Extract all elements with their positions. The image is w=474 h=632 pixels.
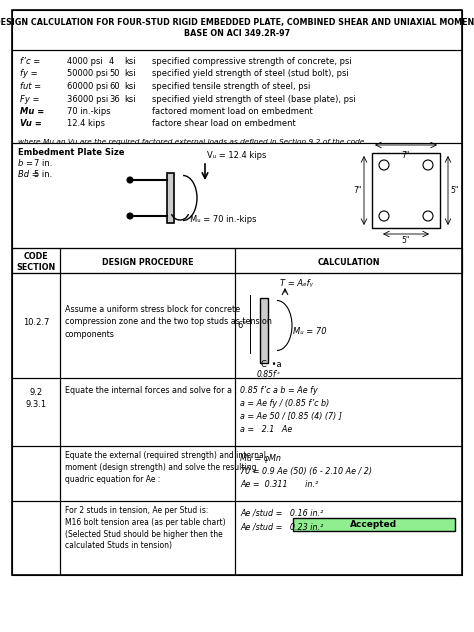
Text: where Mu an Vu are the required factored external loads as defined in Section 9.: where Mu an Vu are the required factored… [18, 139, 364, 145]
Text: 50000 psi: 50000 psi [67, 70, 108, 78]
Circle shape [379, 211, 389, 221]
Circle shape [423, 160, 433, 170]
Text: Mᵤ = 70: Mᵤ = 70 [293, 327, 327, 336]
Text: Equate the internal forces and solve for a :: Equate the internal forces and solve for… [65, 386, 237, 395]
Text: 36000 psi: 36000 psi [67, 95, 108, 104]
Text: For 2 studs in tension, Ae per Stud is:
M16 bolt tension area (as per table char: For 2 studs in tension, Ae per Stud is: … [65, 506, 226, 550]
Text: DESIGN PROCEDURE: DESIGN PROCEDURE [102, 258, 193, 267]
Text: specified yield strength of steel (base plate), psi: specified yield strength of steel (base … [152, 95, 356, 104]
Bar [60, 273, 235, 378]
Text: 5": 5" [402, 236, 410, 245]
Text: ksi: ksi [124, 57, 136, 66]
Bar [167, 173, 174, 223]
Bar [12, 273, 60, 378]
Bar [60, 501, 235, 575]
Text: Mu = φMn: Mu = φMn [240, 454, 281, 463]
Text: 10.2.7: 10.2.7 [23, 318, 49, 327]
Text: fy =: fy = [20, 70, 37, 78]
Text: Mu =: Mu = [20, 107, 44, 116]
Text: BASE ON ACI 349.2R-97: BASE ON ACI 349.2R-97 [184, 29, 290, 38]
Text: Mᵤ = 70 in.-kips: Mᵤ = 70 in.-kips [190, 215, 256, 224]
Text: specified yield strength of steel (stud bolt), psi: specified yield strength of steel (stud … [152, 70, 349, 78]
Text: 4: 4 [109, 57, 114, 66]
Text: 5 in.: 5 in. [34, 170, 52, 179]
Text: DESIGN CALCULATION FOR FOUR-STUD RIGID EMBEDDED PLATE, COMBINED SHEAR AND UNIAXI: DESIGN CALCULATION FOR FOUR-STUD RIGID E… [0, 18, 474, 27]
Text: 9.3.1: 9.3.1 [26, 400, 46, 409]
Text: Vu =: Vu = [20, 119, 42, 128]
Text: ksi: ksi [124, 95, 136, 104]
Bar [12, 501, 60, 575]
Text: f’c =: f’c = [20, 57, 40, 66]
Bar [235, 248, 462, 273]
Text: CALCULATION: CALCULATION [317, 258, 380, 267]
Text: 9.2: 9.2 [29, 388, 43, 397]
Text: Ae /stud =   0.23 in.²: Ae /stud = 0.23 in.² [240, 522, 323, 531]
Text: Ae =  0.311       in.²: Ae = 0.311 in.² [240, 480, 318, 489]
Bar [12, 143, 462, 248]
Bar [260, 298, 268, 363]
Bar [235, 446, 462, 501]
Bar [12, 10, 462, 50]
Bar [60, 248, 235, 273]
Circle shape [127, 213, 133, 219]
Text: ksi: ksi [124, 82, 136, 91]
Text: 4000 psi: 4000 psi [67, 57, 103, 66]
Circle shape [127, 177, 133, 183]
Text: •a: •a [269, 360, 282, 369]
Bar [12, 50, 462, 143]
Text: specified compressive strength of concrete, psi: specified compressive strength of concre… [152, 57, 352, 66]
Text: 5": 5" [450, 186, 458, 195]
Bar [60, 446, 235, 501]
Text: 70 = 0.9 Ae (50) (6 - 2.10 Ae / 2): 70 = 0.9 Ae (50) (6 - 2.10 Ae / 2) [240, 467, 372, 476]
Text: 7": 7" [402, 151, 410, 160]
Text: Ae /stud =   0.16 in.²: Ae /stud = 0.16 in.² [240, 509, 323, 518]
Bar [235, 378, 462, 446]
Text: 36: 36 [109, 95, 120, 104]
Text: a = Ae fy / (0.85 f’c b): a = Ae fy / (0.85 f’c b) [240, 399, 329, 408]
Text: 0.85 f’c a b = Ae fy: 0.85 f’c a b = Ae fy [240, 386, 318, 395]
Circle shape [379, 160, 389, 170]
Text: 50: 50 [109, 70, 119, 78]
Text: 7 in.: 7 in. [34, 159, 52, 168]
Bar [12, 248, 462, 273]
Text: a = Ae 50 / [0.85 (4) (7) ]: a = Ae 50 / [0.85 (4) (7) ] [240, 412, 342, 421]
Text: CODE
SECTION: CODE SECTION [17, 252, 55, 272]
Text: Accepted: Accepted [350, 520, 398, 529]
Text: factore shear load on embedment: factore shear load on embedment [152, 119, 296, 128]
Text: b =: b = [18, 159, 33, 168]
Bar [12, 446, 60, 501]
Text: T = Aₑfᵧ: T = Aₑfᵧ [280, 279, 313, 288]
Bar [372, 153, 440, 228]
Text: 7": 7" [354, 186, 362, 195]
Text: 12.4 kips: 12.4 kips [67, 119, 105, 128]
Text: specified tensile strength of steel, psi: specified tensile strength of steel, psi [152, 82, 310, 91]
Text: fut =: fut = [20, 82, 41, 91]
Bar [12, 10, 462, 575]
Text: ksi: ksi [124, 70, 136, 78]
Bar [12, 248, 60, 273]
Bar [235, 501, 462, 575]
Bar [60, 378, 235, 446]
Text: Embedment Plate Size: Embedment Plate Size [18, 148, 125, 157]
Text: factored moment load on embedment: factored moment load on embedment [152, 107, 313, 116]
Text: Fy =: Fy = [20, 95, 39, 104]
Bar [12, 378, 60, 446]
Text: C: C [261, 360, 267, 369]
Text: Vᵤ = 12.4 kips: Vᵤ = 12.4 kips [207, 151, 266, 160]
Text: a =   2.1   Ae: a = 2.1 Ae [240, 425, 292, 434]
Circle shape [423, 211, 433, 221]
Text: 0.85f′ᶜ: 0.85f′ᶜ [257, 370, 281, 379]
Bar [235, 273, 462, 378]
Text: 60: 60 [109, 82, 119, 91]
Text: 70 in.-kips: 70 in.-kips [67, 107, 110, 116]
Text: 6": 6" [238, 320, 247, 329]
Text: Assume a uniform stress block for concrete
compression zone and the two top stud: Assume a uniform stress block for concre… [65, 305, 272, 339]
Text: 60000 psi: 60000 psi [67, 82, 108, 91]
Bar [293, 518, 455, 531]
Text: Equate the external (required strength) and internal
moment (design strength) an: Equate the external (required strength) … [65, 451, 266, 483]
Text: Bd =: Bd = [18, 170, 39, 179]
